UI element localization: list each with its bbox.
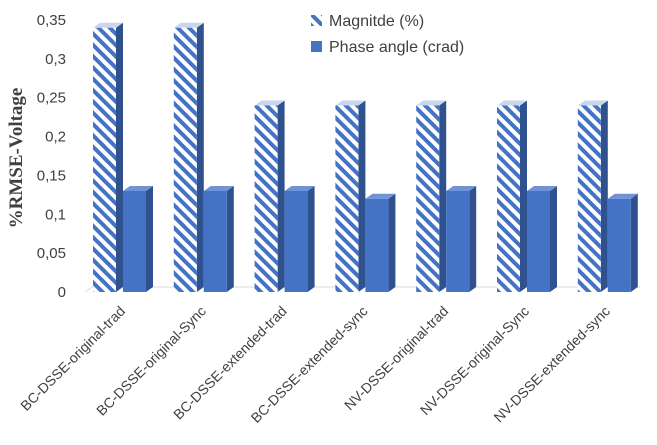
bar-top xyxy=(203,185,234,191)
bar-side xyxy=(550,185,557,292)
bar-side xyxy=(600,100,608,292)
bar-side xyxy=(388,193,396,292)
y-tick-label: 0 xyxy=(58,284,66,301)
bar-phase-angle xyxy=(203,185,234,292)
bar-front xyxy=(123,190,146,292)
bar-side xyxy=(196,22,204,293)
bar-side xyxy=(520,100,527,292)
y-tick-label: 0,35 xyxy=(37,12,66,29)
y-tick-label: 0,25 xyxy=(37,90,66,107)
bar-magnitude xyxy=(93,22,123,293)
bar-magnitude xyxy=(416,100,447,292)
bar-side xyxy=(469,185,477,292)
bar-front xyxy=(527,190,550,292)
bar-top xyxy=(497,100,527,106)
bar-side xyxy=(277,100,285,292)
bar-front xyxy=(335,105,359,292)
legend-label-phase-angle: Phase angle (crad) xyxy=(329,39,464,56)
bar-side xyxy=(116,22,123,293)
legend-label-magnitude: Magnitde (%) xyxy=(329,13,424,30)
bar-front xyxy=(607,198,631,292)
bar-front xyxy=(284,190,308,292)
bar-phase-angle xyxy=(446,185,477,292)
bar-side xyxy=(307,185,315,292)
bar-side xyxy=(226,185,234,292)
bar-side xyxy=(630,193,638,292)
y-tick-label: 0,15 xyxy=(37,167,66,184)
bar-magnitude xyxy=(497,100,527,292)
legend-swatch-phase-angle xyxy=(311,41,322,52)
bar-front xyxy=(93,27,116,293)
bar-front xyxy=(577,105,601,292)
bar-top xyxy=(607,193,638,199)
bar-front xyxy=(365,198,389,292)
bar-phase-angle xyxy=(123,185,153,292)
bar-phase-angle xyxy=(607,193,638,292)
bar-side xyxy=(358,100,366,292)
bar-top xyxy=(446,185,477,191)
y-tick-label: 0,2 xyxy=(45,129,66,146)
bar-front xyxy=(497,105,520,292)
bar-front xyxy=(173,27,197,293)
bar-top xyxy=(365,193,396,199)
bar-front xyxy=(203,190,227,292)
bar-top xyxy=(416,100,447,106)
y-tick-label: 0,05 xyxy=(37,245,66,262)
bar-side xyxy=(439,100,447,292)
bar-front xyxy=(416,105,440,292)
bar-front xyxy=(254,105,278,292)
bar-top xyxy=(123,185,153,191)
bar-top xyxy=(254,100,285,106)
bar-phase-angle xyxy=(527,185,557,292)
bar-magnitude xyxy=(335,100,366,292)
bar-top xyxy=(284,185,315,191)
bar-magnitude xyxy=(577,100,608,292)
y-axis-label: %RMSE-Voltage xyxy=(6,88,27,229)
x-axis-categories: BC-DSSE-original-tradBC-DSSE-original-Sy… xyxy=(17,303,613,426)
bar-magnitude xyxy=(173,22,204,293)
bar-side xyxy=(146,185,153,292)
plot-area xyxy=(93,22,638,293)
y-tick-label: 0,3 xyxy=(45,51,66,68)
y-tick-label: 0,1 xyxy=(45,206,66,223)
legend: Magnitde (%) Phase angle (crad) xyxy=(311,13,464,56)
bar-top xyxy=(335,100,366,106)
legend-swatch-magnitude xyxy=(311,15,322,26)
bar-top xyxy=(173,22,204,28)
bar-magnitude xyxy=(254,100,285,292)
bar-top xyxy=(93,22,123,28)
bar-top xyxy=(527,185,557,191)
bar-front xyxy=(446,190,470,292)
bar-top xyxy=(577,100,608,106)
bar-phase-angle xyxy=(365,193,396,292)
bar-phase-angle xyxy=(284,185,315,292)
